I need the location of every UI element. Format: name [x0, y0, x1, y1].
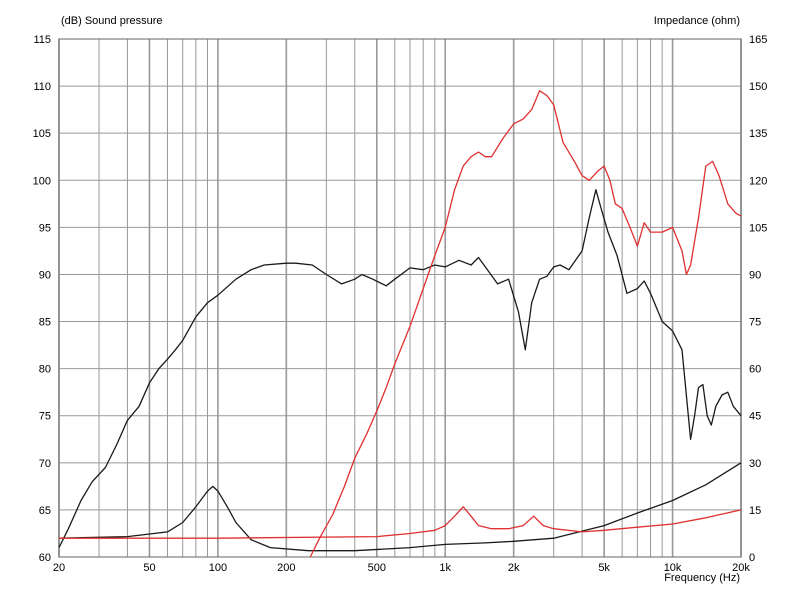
x-tick-label: 200	[277, 562, 295, 574]
black-impedance-curve	[58, 462, 742, 552]
x-tick-label: 10k	[664, 562, 682, 574]
y-left-tick-label: 95	[39, 222, 51, 234]
y-right-tick-label: 135	[749, 128, 767, 140]
x-tick-label: 500	[368, 562, 386, 574]
y-left-tick-label: 70	[39, 458, 51, 470]
y-right-tick-label: 150	[749, 81, 767, 93]
x-tick-label: 100	[209, 562, 227, 574]
x-tick-label: 20	[53, 562, 65, 574]
x-tick-label: 2k	[508, 562, 520, 574]
y-left-tick-label: 110	[33, 81, 51, 93]
x-tick-label: 20k	[732, 562, 750, 574]
y-right-tick-label: 30	[749, 458, 761, 470]
left-axis-title: (dB) Sound pressure	[61, 15, 163, 27]
y-left-tick-label: 75	[39, 411, 51, 423]
black-spl-curve	[58, 189, 742, 548]
y-right-tick-label: 15	[749, 505, 761, 517]
y-left-tick-label: 90	[39, 269, 51, 281]
x-tick-label: 50	[143, 562, 155, 574]
x-axis-title: Frequency (Hz)	[664, 572, 740, 584]
x-tick-label: 1k	[439, 562, 451, 574]
y-left-tick-label: 100	[33, 175, 51, 187]
y-left-tick-label: 80	[39, 364, 51, 376]
y-right-tick-label: 75	[749, 317, 761, 329]
y-left-tick-label: 65	[39, 505, 51, 517]
right-axis-title: Impedance (ohm)	[653, 15, 740, 27]
y-right-tick-label: 90	[749, 269, 761, 281]
y-left-tick-label: 85	[39, 317, 51, 329]
y-left-tick-label: 60	[39, 552, 51, 564]
red-impedance-curve	[59, 506, 742, 539]
y-right-tick-label: 0	[749, 552, 755, 564]
y-right-tick-label: 120	[749, 175, 767, 187]
plot-frame	[58, 38, 742, 558]
y-left-tick-label: 105	[33, 128, 51, 140]
y-left-tick-label: 115	[33, 34, 51, 46]
y-right-tick-label: 105	[749, 222, 767, 234]
y-right-tick-label: 45	[749, 411, 761, 423]
y-right-tick-label: 60	[749, 364, 761, 376]
y-right-tick-label: 165	[749, 34, 767, 46]
red-spl-curve	[309, 90, 742, 558]
x-tick-label: 5k	[598, 562, 610, 574]
